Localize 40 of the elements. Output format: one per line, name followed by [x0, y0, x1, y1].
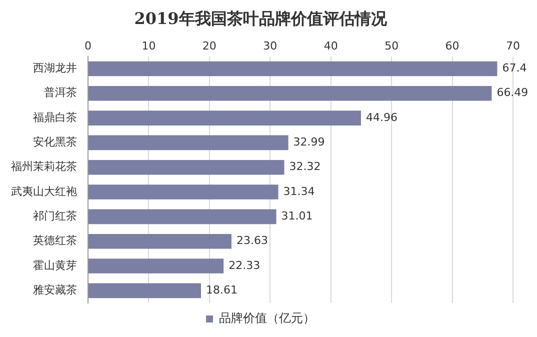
- data-label: 31.01: [281, 210, 313, 223]
- y-tick-label: 霍山黄芽: [33, 258, 77, 272]
- y-tick-label: 武夷山大红袍: [11, 184, 77, 198]
- data-label: 44.96: [366, 110, 398, 124]
- x-tick-label: 50: [384, 40, 399, 53]
- data-label: 67.4: [502, 62, 527, 75]
- y-tick-label: 雅安藏茶: [33, 284, 77, 297]
- y-tick-label: 英德红茶: [33, 234, 77, 248]
- bar: [88, 258, 224, 274]
- bar: [88, 86, 492, 101]
- chart-title: 2019年我国茶叶品牌价值评估情况: [134, 8, 388, 28]
- y-tick-label: 祁门红茶: [33, 210, 77, 223]
- data-label: 23.63: [236, 234, 268, 248]
- y-tick-label: 西湖龙井: [33, 62, 77, 75]
- bar: [88, 110, 361, 126]
- bar: [88, 283, 201, 298]
- bar: [88, 184, 278, 200]
- x-tick-label: 20: [202, 40, 216, 53]
- data-label: 31.34: [283, 184, 315, 198]
- bar: [88, 234, 232, 249]
- data-label: 66.49: [496, 86, 528, 100]
- x-tick-label: 30: [263, 40, 278, 53]
- data-label: 22.33: [228, 258, 260, 272]
- x-tick-label: 0: [84, 40, 92, 53]
- data-label: 32.99: [293, 136, 325, 149]
- x-tick-label: 10: [142, 40, 156, 53]
- bar: [88, 61, 498, 76]
- data-label: 32.32: [289, 160, 321, 174]
- x-tick-label: 70: [506, 40, 520, 53]
- x-tick-label: 40: [324, 40, 338, 53]
- x-tick-label: 60: [445, 40, 460, 53]
- data-label: 18.61: [206, 284, 238, 297]
- y-tick-label: 福州茉莉花茶: [11, 160, 77, 174]
- bar: [88, 160, 284, 175]
- y-tick-label: 福鼎白茶: [33, 110, 77, 124]
- y-tick-label: 普洱茶: [44, 86, 77, 100]
- y-tick-label: 安化黑茶: [33, 136, 77, 149]
- bar: [88, 135, 288, 150]
- bar: [88, 209, 276, 224]
- legend-label: 品牌价值（亿元）: [219, 311, 315, 326]
